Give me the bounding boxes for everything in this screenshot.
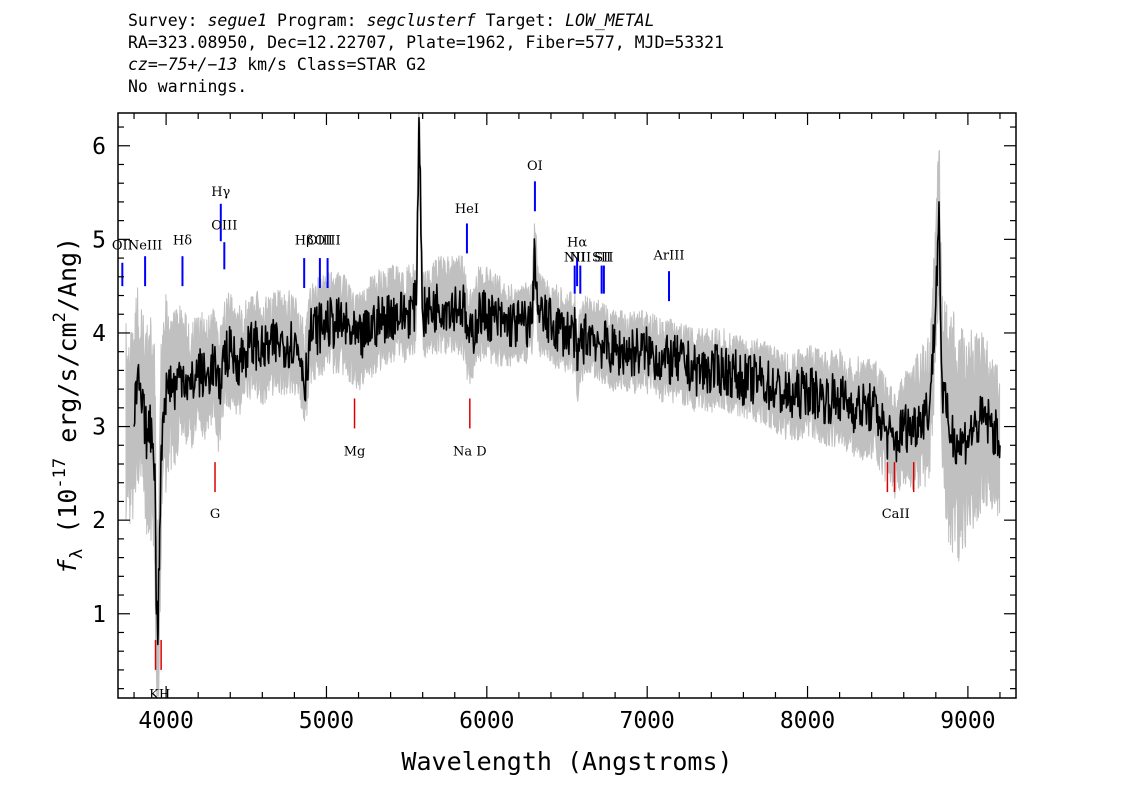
flux-line xyxy=(133,116,1001,646)
program-label: Program: xyxy=(267,11,367,30)
absorption-line-label: G xyxy=(210,507,220,522)
emission-line-label: OIII xyxy=(315,234,341,249)
y-axis-title-part: -17 xyxy=(50,458,70,489)
y-axis-title-part: (10 xyxy=(53,489,82,549)
spectrum-header: Survey: segue1 Program: segclusterf Targ… xyxy=(128,10,724,98)
axis-ticks: 4000 5000 6000 7000 8000 9000 1 2 3 4 5 6 xyxy=(92,113,1016,734)
target-value: LOW_METAL xyxy=(565,11,655,30)
header-line-warnings: No warnings. xyxy=(128,77,248,96)
header-line-survey: Survey: segue1 Program: segclusterf Targ… xyxy=(128,10,724,32)
emission-line-label: ArIII xyxy=(652,249,684,264)
target-label: Target: xyxy=(475,11,566,30)
flux-layer xyxy=(133,116,1001,646)
emission-line-label: NII xyxy=(564,251,586,266)
header-line-coordinates: RA=323.08950, Dec=12.22707, Plate=1962, … xyxy=(128,33,725,52)
survey-value: segue1 xyxy=(207,11,268,30)
y-axis-title-part: f xyxy=(53,558,82,574)
emission-line-label: OIII xyxy=(307,234,333,249)
survey-label: Survey: xyxy=(128,11,208,30)
absorption-line-label: Na D xyxy=(453,444,487,459)
emission-line-label: HeI xyxy=(455,202,479,217)
emission-line-label: Hγ xyxy=(211,185,230,200)
emission-line-label: OIII xyxy=(211,219,237,234)
emission-line-label: NeIII xyxy=(128,238,162,253)
header-line-redshift: cz=−75+/−13 km/s Class=STAR G2 xyxy=(128,54,724,76)
y-tick-label: 3 xyxy=(92,415,106,441)
absorption-line-label: CaII xyxy=(882,507,910,522)
x-tick-label: 6000 xyxy=(459,708,514,734)
emission-line-label: NII xyxy=(569,251,591,266)
emission-line-label: OI xyxy=(527,159,543,174)
plot-frame xyxy=(117,112,1017,699)
y-tick-label: 4 xyxy=(92,321,106,347)
absorption-line-label: Mg xyxy=(344,444,366,459)
y-tick-label: 6 xyxy=(92,134,106,160)
cz-value: cz=−75+/−13 xyxy=(128,55,238,74)
y-tick-label: 2 xyxy=(92,508,106,534)
emission-line-label: Hδ xyxy=(173,234,192,249)
y-axis-title-part: λ xyxy=(67,549,87,559)
emission-line-label: Hβ xyxy=(295,234,314,249)
emission-line-label: SII xyxy=(594,251,613,266)
x-tick-label: 9000 xyxy=(940,708,995,734)
emission-line-label: SII xyxy=(592,251,611,266)
emission-line-label: OII xyxy=(112,238,133,253)
x-tick-label: 4000 xyxy=(138,708,193,734)
x-tick-label: 8000 xyxy=(780,708,835,734)
x-tick-label: 7000 xyxy=(619,708,674,734)
x-tick-label: 5000 xyxy=(299,708,354,734)
x-axis-title: Wavelength (Angstroms) xyxy=(401,747,732,776)
y-axis-title-part: erg/s/cm xyxy=(53,322,82,457)
y-tick-label: 5 xyxy=(92,227,106,253)
y-axis-title-part: 2 xyxy=(50,312,70,322)
program-value: segclusterf xyxy=(366,11,476,30)
absorption-line-label: KH xyxy=(149,688,170,703)
class-text: km/s Class=STAR G2 xyxy=(237,55,427,74)
y-axis-title-part: /Ang) xyxy=(53,237,82,312)
y-tick-label: 1 xyxy=(92,602,106,628)
y-axis-title: fλ (10-17 erg/s/cm2/Ang) xyxy=(50,237,87,574)
emission-line-label: Hα xyxy=(567,236,587,251)
